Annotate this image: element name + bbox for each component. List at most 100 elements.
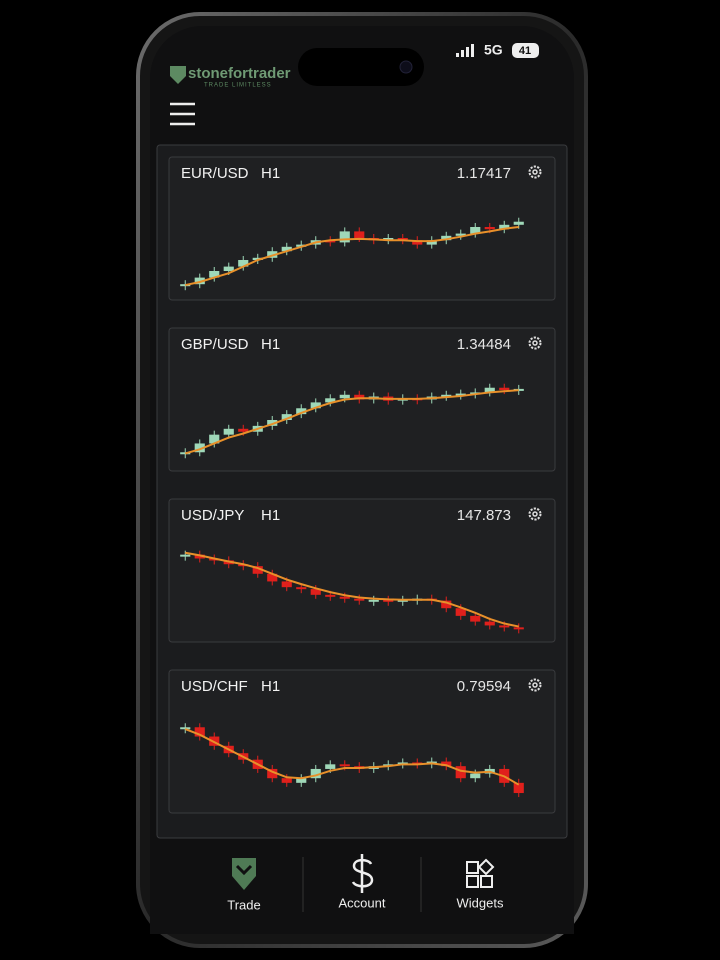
- candle-body: [296, 244, 307, 247]
- candle-body: [310, 589, 321, 595]
- candle-body: [310, 402, 321, 409]
- candle-body: [354, 598, 365, 601]
- candle-body: [513, 627, 524, 630]
- widget-panel: [156, 144, 568, 839]
- candle-body: [223, 266, 234, 271]
- candle-body: [180, 727, 191, 730]
- symbol: USD/CHF: [181, 678, 248, 695]
- price: 147.873: [457, 507, 511, 524]
- candle-body: [339, 764, 350, 767]
- nav-label: Trade: [227, 897, 260, 912]
- candle-body: [267, 768, 278, 779]
- nav-label: Widgets: [457, 895, 504, 910]
- candle-body: [513, 388, 524, 391]
- settings-icon[interactable]: [528, 507, 542, 521]
- candle-body: [470, 773, 481, 779]
- candle-body: [354, 231, 365, 238]
- nav-account[interactable]: Account: [339, 854, 386, 910]
- candle-body: [368, 599, 379, 602]
- candle-body: [325, 240, 336, 243]
- card-bg: [168, 327, 556, 472]
- candle-body: [455, 393, 466, 396]
- candle-body: [397, 238, 408, 241]
- candle-body: [441, 600, 452, 609]
- battery-icon: [512, 43, 539, 58]
- widget-card[interactable]: EUR/USD H1 1.17417: [168, 156, 556, 301]
- candle-body: [513, 221, 524, 225]
- moving-average: [184, 728, 520, 786]
- settings-icon[interactable]: [528, 165, 542, 179]
- candle-body: [252, 257, 263, 260]
- candle-body: [238, 260, 249, 267]
- symbol: EUR/USD: [181, 165, 249, 182]
- symbol: USD/JPY: [181, 507, 244, 524]
- nav-label: Account: [339, 895, 386, 910]
- candle-body: [209, 271, 220, 278]
- candle-body: [325, 764, 336, 769]
- settings-icon[interactable]: [528, 678, 542, 692]
- candle-body: [484, 621, 495, 626]
- price: 0.79594: [457, 678, 511, 695]
- candle-body: [441, 761, 452, 767]
- settings-icon-hub: [532, 511, 538, 517]
- candle-body: [267, 573, 278, 582]
- timeframe: H1: [261, 336, 280, 353]
- timeframe: H1: [261, 678, 280, 695]
- candle-body: [281, 581, 292, 588]
- nav-widgets[interactable]: Widgets: [457, 858, 504, 910]
- candle-body: [252, 566, 263, 574]
- candle-body: [499, 224, 510, 230]
- timeframe: H1: [261, 507, 280, 524]
- candle-body: [267, 251, 278, 258]
- candle-body: [470, 227, 481, 234]
- settings-icon-hub: [532, 340, 538, 346]
- candle-body: [339, 231, 350, 243]
- candle-body: [194, 443, 205, 453]
- signal: [456, 44, 474, 57]
- widget-card[interactable]: USD/CHF H1 0.79594: [168, 669, 556, 814]
- widget-card[interactable]: GBP/USD H1 1.34484: [168, 327, 556, 472]
- candle-body: [455, 608, 466, 616]
- brand-tagline: TRADE LIMITLESS: [204, 83, 272, 89]
- network: 5G: [484, 42, 503, 58]
- candle-body: [194, 727, 205, 737]
- candle-body: [194, 277, 205, 285]
- candle-body: [339, 596, 350, 599]
- candle-body: [209, 434, 220, 444]
- candle-body: [383, 238, 394, 241]
- moving-average: [185, 226, 519, 287]
- candle-body: [281, 414, 292, 420]
- candle-body: [180, 284, 191, 287]
- candle-body: [180, 554, 191, 557]
- candle-body: [296, 778, 307, 783]
- settings-icon[interactable]: [528, 336, 542, 350]
- candle-body: [281, 246, 292, 252]
- candle-body: [426, 240, 437, 245]
- moving-average: [185, 551, 519, 628]
- card-bg: [168, 156, 556, 301]
- price: 1.34484: [457, 336, 511, 353]
- candle-body: [441, 394, 452, 397]
- candle-body: [325, 594, 336, 597]
- menu-button[interactable]: [170, 102, 195, 126]
- brand-logo: [170, 66, 186, 84]
- settings-icon-hub: [532, 682, 538, 688]
- price: 1.17417: [457, 165, 511, 182]
- candle-body: [412, 240, 423, 245]
- candle-body: [441, 235, 452, 241]
- symbol: GBP/USD: [181, 336, 249, 353]
- candle-body: [499, 625, 510, 628]
- candle-body: [354, 394, 365, 400]
- brand-name: stonefortrader: [188, 65, 291, 82]
- candle-body: [484, 227, 495, 230]
- nav-trade[interactable]: Trade: [227, 858, 261, 912]
- candle-body: [455, 233, 466, 236]
- candle-body: [194, 554, 205, 559]
- candle-body: [383, 599, 394, 602]
- candle-body: [325, 398, 336, 403]
- settings-icon-hub: [532, 169, 538, 175]
- candle-body: [267, 420, 278, 426]
- widget-card[interactable]: USD/JPY H1 147.873: [168, 498, 556, 643]
- moving-average: [184, 389, 519, 455]
